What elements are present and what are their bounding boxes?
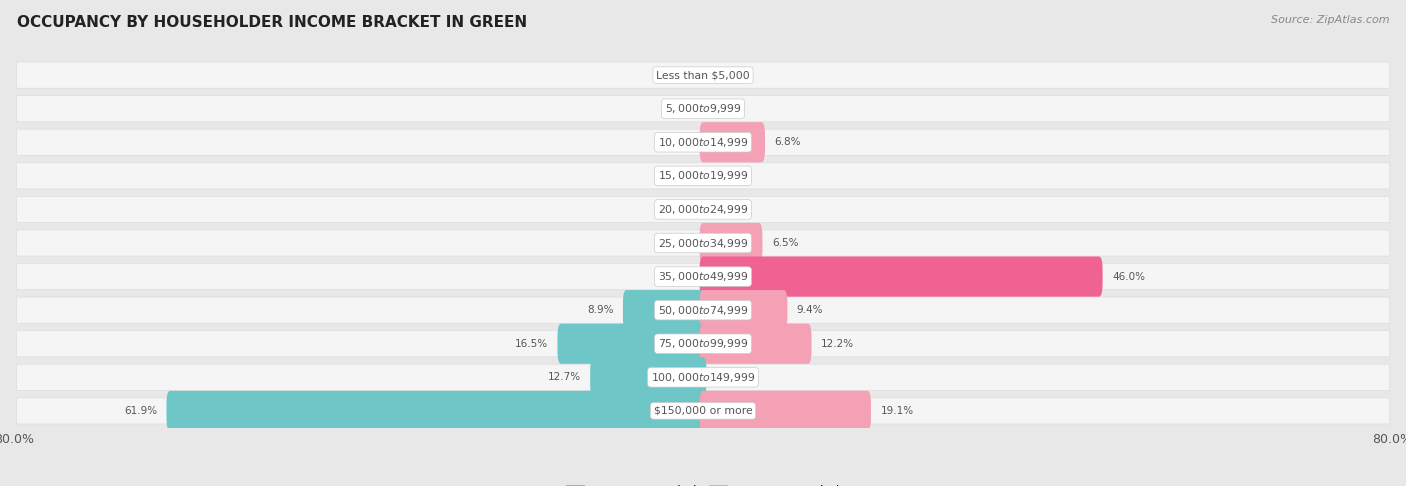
Text: $100,000 to $149,999: $100,000 to $149,999 [651,371,755,384]
FancyBboxPatch shape [17,263,1389,290]
FancyBboxPatch shape [17,398,1389,424]
FancyBboxPatch shape [700,324,811,364]
Text: 0.0%: 0.0% [664,137,690,147]
Text: 12.2%: 12.2% [821,339,853,349]
Text: 0.0%: 0.0% [716,205,742,214]
FancyBboxPatch shape [557,324,706,364]
FancyBboxPatch shape [17,196,1389,223]
Text: 0.0%: 0.0% [664,238,690,248]
Text: 0.0%: 0.0% [716,171,742,181]
Text: 19.1%: 19.1% [880,406,914,416]
FancyBboxPatch shape [17,129,1389,156]
Text: 8.9%: 8.9% [586,305,613,315]
FancyBboxPatch shape [700,391,870,431]
Text: 0.0%: 0.0% [664,272,690,281]
FancyBboxPatch shape [17,230,1389,256]
Text: 0.0%: 0.0% [664,104,690,114]
Text: $20,000 to $24,999: $20,000 to $24,999 [658,203,748,216]
Text: $35,000 to $49,999: $35,000 to $49,999 [658,270,748,283]
Text: 0.0%: 0.0% [716,372,742,382]
Text: Less than $5,000: Less than $5,000 [657,70,749,80]
Text: 9.4%: 9.4% [797,305,824,315]
FancyBboxPatch shape [591,357,706,398]
Text: Source: ZipAtlas.com: Source: ZipAtlas.com [1271,15,1389,25]
Text: 0.0%: 0.0% [664,171,690,181]
Text: $25,000 to $34,999: $25,000 to $34,999 [658,237,748,249]
Text: $15,000 to $19,999: $15,000 to $19,999 [658,169,748,182]
Text: $10,000 to $14,999: $10,000 to $14,999 [658,136,748,149]
FancyBboxPatch shape [700,257,1102,296]
Text: 0.0%: 0.0% [664,70,690,80]
Text: 61.9%: 61.9% [124,406,157,416]
FancyBboxPatch shape [700,122,765,162]
FancyBboxPatch shape [17,364,1389,390]
Legend: Owner-occupied, Renter-occupied: Owner-occupied, Renter-occupied [561,480,845,486]
Text: 6.5%: 6.5% [772,238,799,248]
Text: $5,000 to $9,999: $5,000 to $9,999 [665,102,741,115]
Text: 12.7%: 12.7% [547,372,581,382]
Text: $150,000 or more: $150,000 or more [654,406,752,416]
FancyBboxPatch shape [17,62,1389,88]
FancyBboxPatch shape [17,330,1389,357]
Text: 0.0%: 0.0% [716,70,742,80]
Text: $75,000 to $99,999: $75,000 to $99,999 [658,337,748,350]
FancyBboxPatch shape [17,96,1389,122]
FancyBboxPatch shape [17,163,1389,189]
FancyBboxPatch shape [700,223,762,263]
FancyBboxPatch shape [623,290,706,330]
Text: 6.8%: 6.8% [775,137,801,147]
FancyBboxPatch shape [166,391,706,431]
Text: 16.5%: 16.5% [515,339,548,349]
FancyBboxPatch shape [700,290,787,330]
Text: 46.0%: 46.0% [1112,272,1144,281]
Text: OCCUPANCY BY HOUSEHOLDER INCOME BRACKET IN GREEN: OCCUPANCY BY HOUSEHOLDER INCOME BRACKET … [17,15,527,30]
Text: 0.0%: 0.0% [716,104,742,114]
Text: 0.0%: 0.0% [664,205,690,214]
Text: $50,000 to $74,999: $50,000 to $74,999 [658,304,748,317]
FancyBboxPatch shape [17,297,1389,323]
